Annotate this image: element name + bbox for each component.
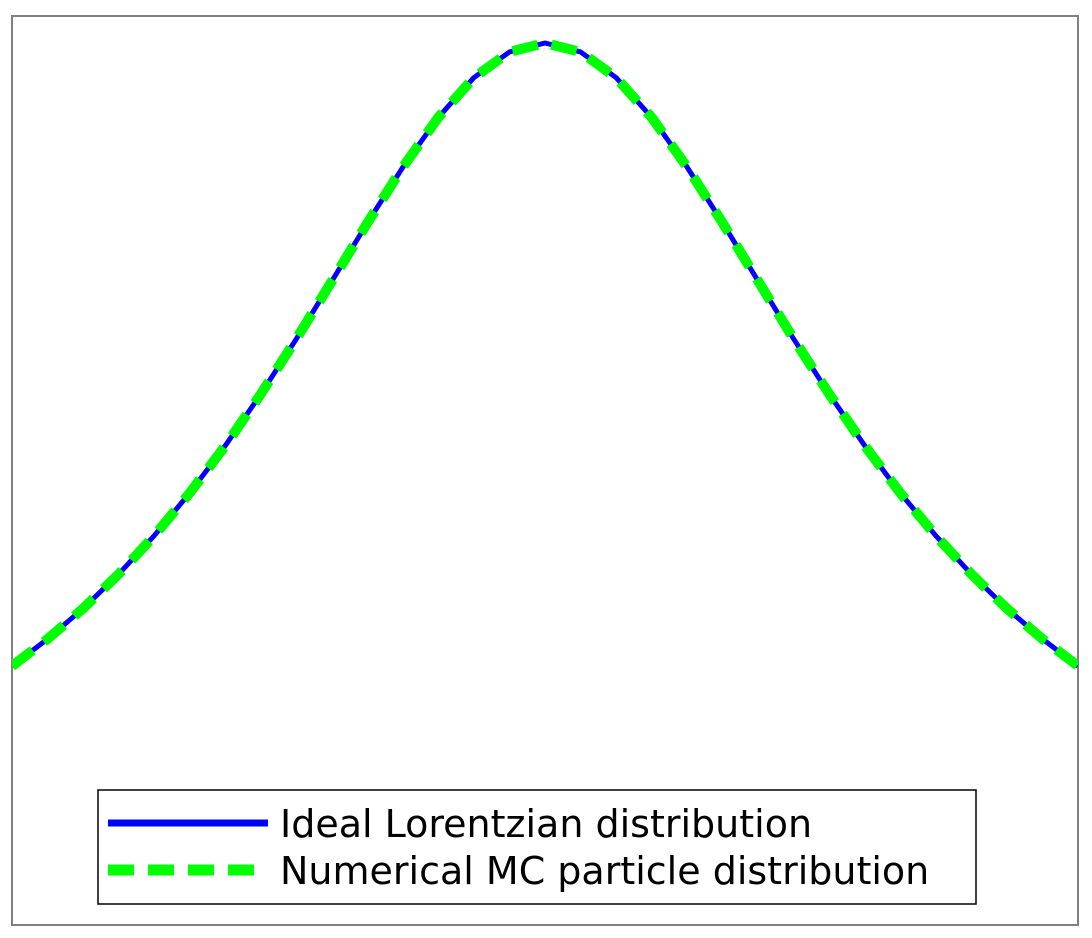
series-line-1 [12,38,1078,671]
legend-label-ideal: Ideal Lorentzian distribution [280,802,812,846]
series-layer [12,38,1078,671]
legend-label-numerical: Numerical MC particle distribution [280,849,929,893]
legend: Ideal Lorentzian distribution Numerical … [97,789,977,905]
plot-area-frame [11,15,1079,926]
legend-box [97,789,977,905]
